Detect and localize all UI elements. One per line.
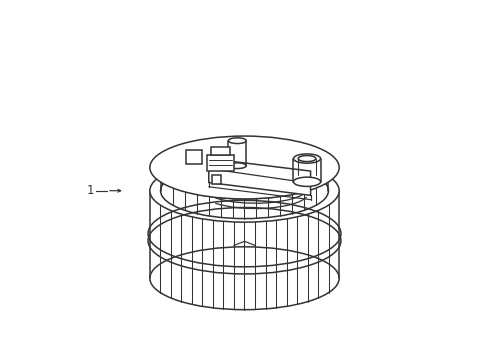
Polygon shape <box>208 158 310 195</box>
Ellipse shape <box>149 136 339 199</box>
Ellipse shape <box>160 143 328 199</box>
Text: 1: 1 <box>87 184 94 197</box>
Polygon shape <box>185 150 201 164</box>
Polygon shape <box>206 155 233 171</box>
Ellipse shape <box>298 156 315 162</box>
Ellipse shape <box>293 154 320 163</box>
Ellipse shape <box>149 159 339 222</box>
Ellipse shape <box>293 177 320 186</box>
Ellipse shape <box>228 163 246 168</box>
Polygon shape <box>210 147 230 155</box>
Ellipse shape <box>228 138 246 144</box>
Ellipse shape <box>160 163 328 219</box>
Polygon shape <box>212 175 221 184</box>
